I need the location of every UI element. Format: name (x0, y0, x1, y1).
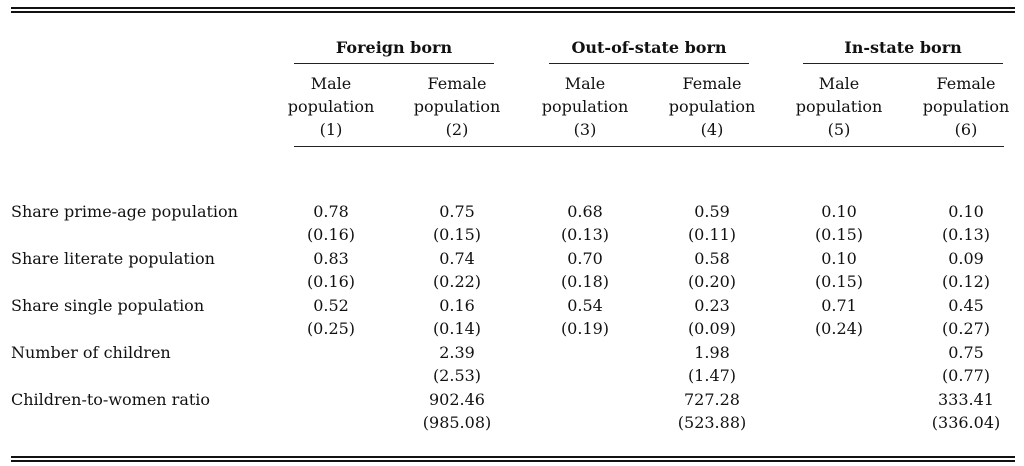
group-header-in-state-born: In-state born (844, 38, 962, 57)
group-header-out-of-state-born: Out-of-state born (571, 38, 727, 57)
table-cell-estimate: 0.09 (948, 249, 984, 268)
table-cell-std-error: (0.77) (941, 366, 991, 385)
table-cell-std-error: (0.15) (814, 272, 864, 291)
table-cell-estimate: 0.58 (694, 249, 730, 268)
table-cell-std-error: (0.19) (560, 319, 610, 338)
table-cell-std-error: (0.18) (560, 272, 610, 291)
bottom-rule-second (11, 460, 1015, 462)
column-header-2: Female population (2) (397, 72, 517, 141)
column-number: (3) (573, 120, 597, 139)
table-cell-std-error: (0.27) (941, 319, 991, 338)
table-cell-std-error: (0.25) (306, 319, 356, 338)
column-header-rule (294, 146, 1004, 147)
table-cell-std-error: (0.12) (941, 272, 991, 291)
row-label: Children-to-women ratio (11, 390, 211, 409)
group-rule-out-of-state-born (549, 63, 749, 64)
group-header-foreign-born: Foreign born (335, 38, 453, 57)
table-cell-estimate: 0.75 (948, 343, 984, 362)
column-header-line2: population (668, 97, 756, 116)
table-cell-estimate: 0.10 (821, 249, 857, 268)
table-cell-estimate: 0.52 (313, 296, 349, 315)
table-cell-estimate: 2.39 (439, 343, 475, 362)
table-cell-std-error: (0.20) (687, 272, 737, 291)
table-cell-estimate: 0.10 (948, 202, 984, 221)
column-header-line2: population (287, 97, 375, 116)
bottom-rule (11, 456, 1015, 458)
table-cell-estimate: 0.83 (313, 249, 349, 268)
column-number: (5) (827, 120, 851, 139)
table-cell-std-error: (0.15) (432, 225, 482, 244)
column-header-line1: Male (818, 74, 860, 93)
column-header-line2: population (922, 97, 1010, 116)
table-cell-estimate: 0.74 (439, 249, 475, 268)
table-cell-estimate: 0.10 (821, 202, 857, 221)
table-cell-estimate: 0.59 (694, 202, 730, 221)
table-cell-std-error: (0.22) (432, 272, 482, 291)
column-number: (2) (445, 120, 469, 139)
table-cell-std-error: (2.53) (432, 366, 482, 385)
top-rule (11, 7, 1015, 9)
table-cell-std-error: (0.24) (814, 319, 864, 338)
table-cell-std-error: (336.04) (931, 413, 1001, 432)
table-cell-std-error: (0.09) (687, 319, 737, 338)
column-header-line1: Male (564, 74, 606, 93)
table-cell-std-error: (0.15) (814, 225, 864, 244)
row-label: Share prime-age population (11, 202, 238, 221)
column-number: (4) (700, 120, 724, 139)
table-cell-std-error: (0.13) (560, 225, 610, 244)
table-cell-estimate: 0.54 (567, 296, 603, 315)
column-header-line2: population (795, 97, 883, 116)
table-cell-estimate: 0.68 (567, 202, 603, 221)
table-cell-std-error: (0.16) (306, 225, 356, 244)
row-label: Share single population (11, 296, 205, 315)
column-number: (6) (954, 120, 978, 139)
table-cell-std-error: (523.88) (677, 413, 747, 432)
column-header-4: Female population (4) (652, 72, 772, 141)
row-label: Number of children (11, 343, 171, 362)
column-header-line1: Female (682, 74, 742, 93)
table-cell-estimate: 0.71 (821, 296, 857, 315)
table-cell-estimate: 0.23 (694, 296, 730, 315)
table-cell-std-error: (0.11) (687, 225, 737, 244)
table-cell-estimate: 0.78 (313, 202, 349, 221)
table-cell-estimate: 0.45 (948, 296, 984, 315)
table-cell-estimate: 0.70 (567, 249, 603, 268)
group-rule-in-state-born (803, 63, 1003, 64)
table-cell-std-error: (0.16) (306, 272, 356, 291)
column-header-line2: population (413, 97, 501, 116)
column-header-line2: population (541, 97, 629, 116)
table-cell-std-error: (0.13) (941, 225, 991, 244)
column-header-1: Male population (1) (271, 72, 391, 141)
table-cell-estimate: 902.46 (429, 390, 485, 409)
table-cell-estimate: 333.41 (938, 390, 994, 409)
column-header-line1: Female (427, 74, 487, 93)
column-header-6: Female population (6) (906, 72, 1024, 141)
column-header-5: Male population (5) (779, 72, 899, 141)
table-cell-std-error: (1.47) (687, 366, 737, 385)
table-cell-estimate: 0.16 (439, 296, 475, 315)
column-number: (1) (319, 120, 343, 139)
table-cell-estimate: 0.75 (439, 202, 475, 221)
table-cell-estimate: 727.28 (684, 390, 740, 409)
table-cell-estimate: 1.98 (694, 343, 730, 362)
column-header-line1: Male (310, 74, 352, 93)
column-header-3: Male population (3) (525, 72, 645, 141)
top-rule-second (11, 11, 1015, 13)
column-header-line1: Female (936, 74, 996, 93)
table-cell-std-error: (0.14) (432, 319, 482, 338)
row-label: Share literate population (11, 249, 215, 268)
group-rule-foreign-born (294, 63, 494, 64)
table-cell-std-error: (985.08) (422, 413, 492, 432)
